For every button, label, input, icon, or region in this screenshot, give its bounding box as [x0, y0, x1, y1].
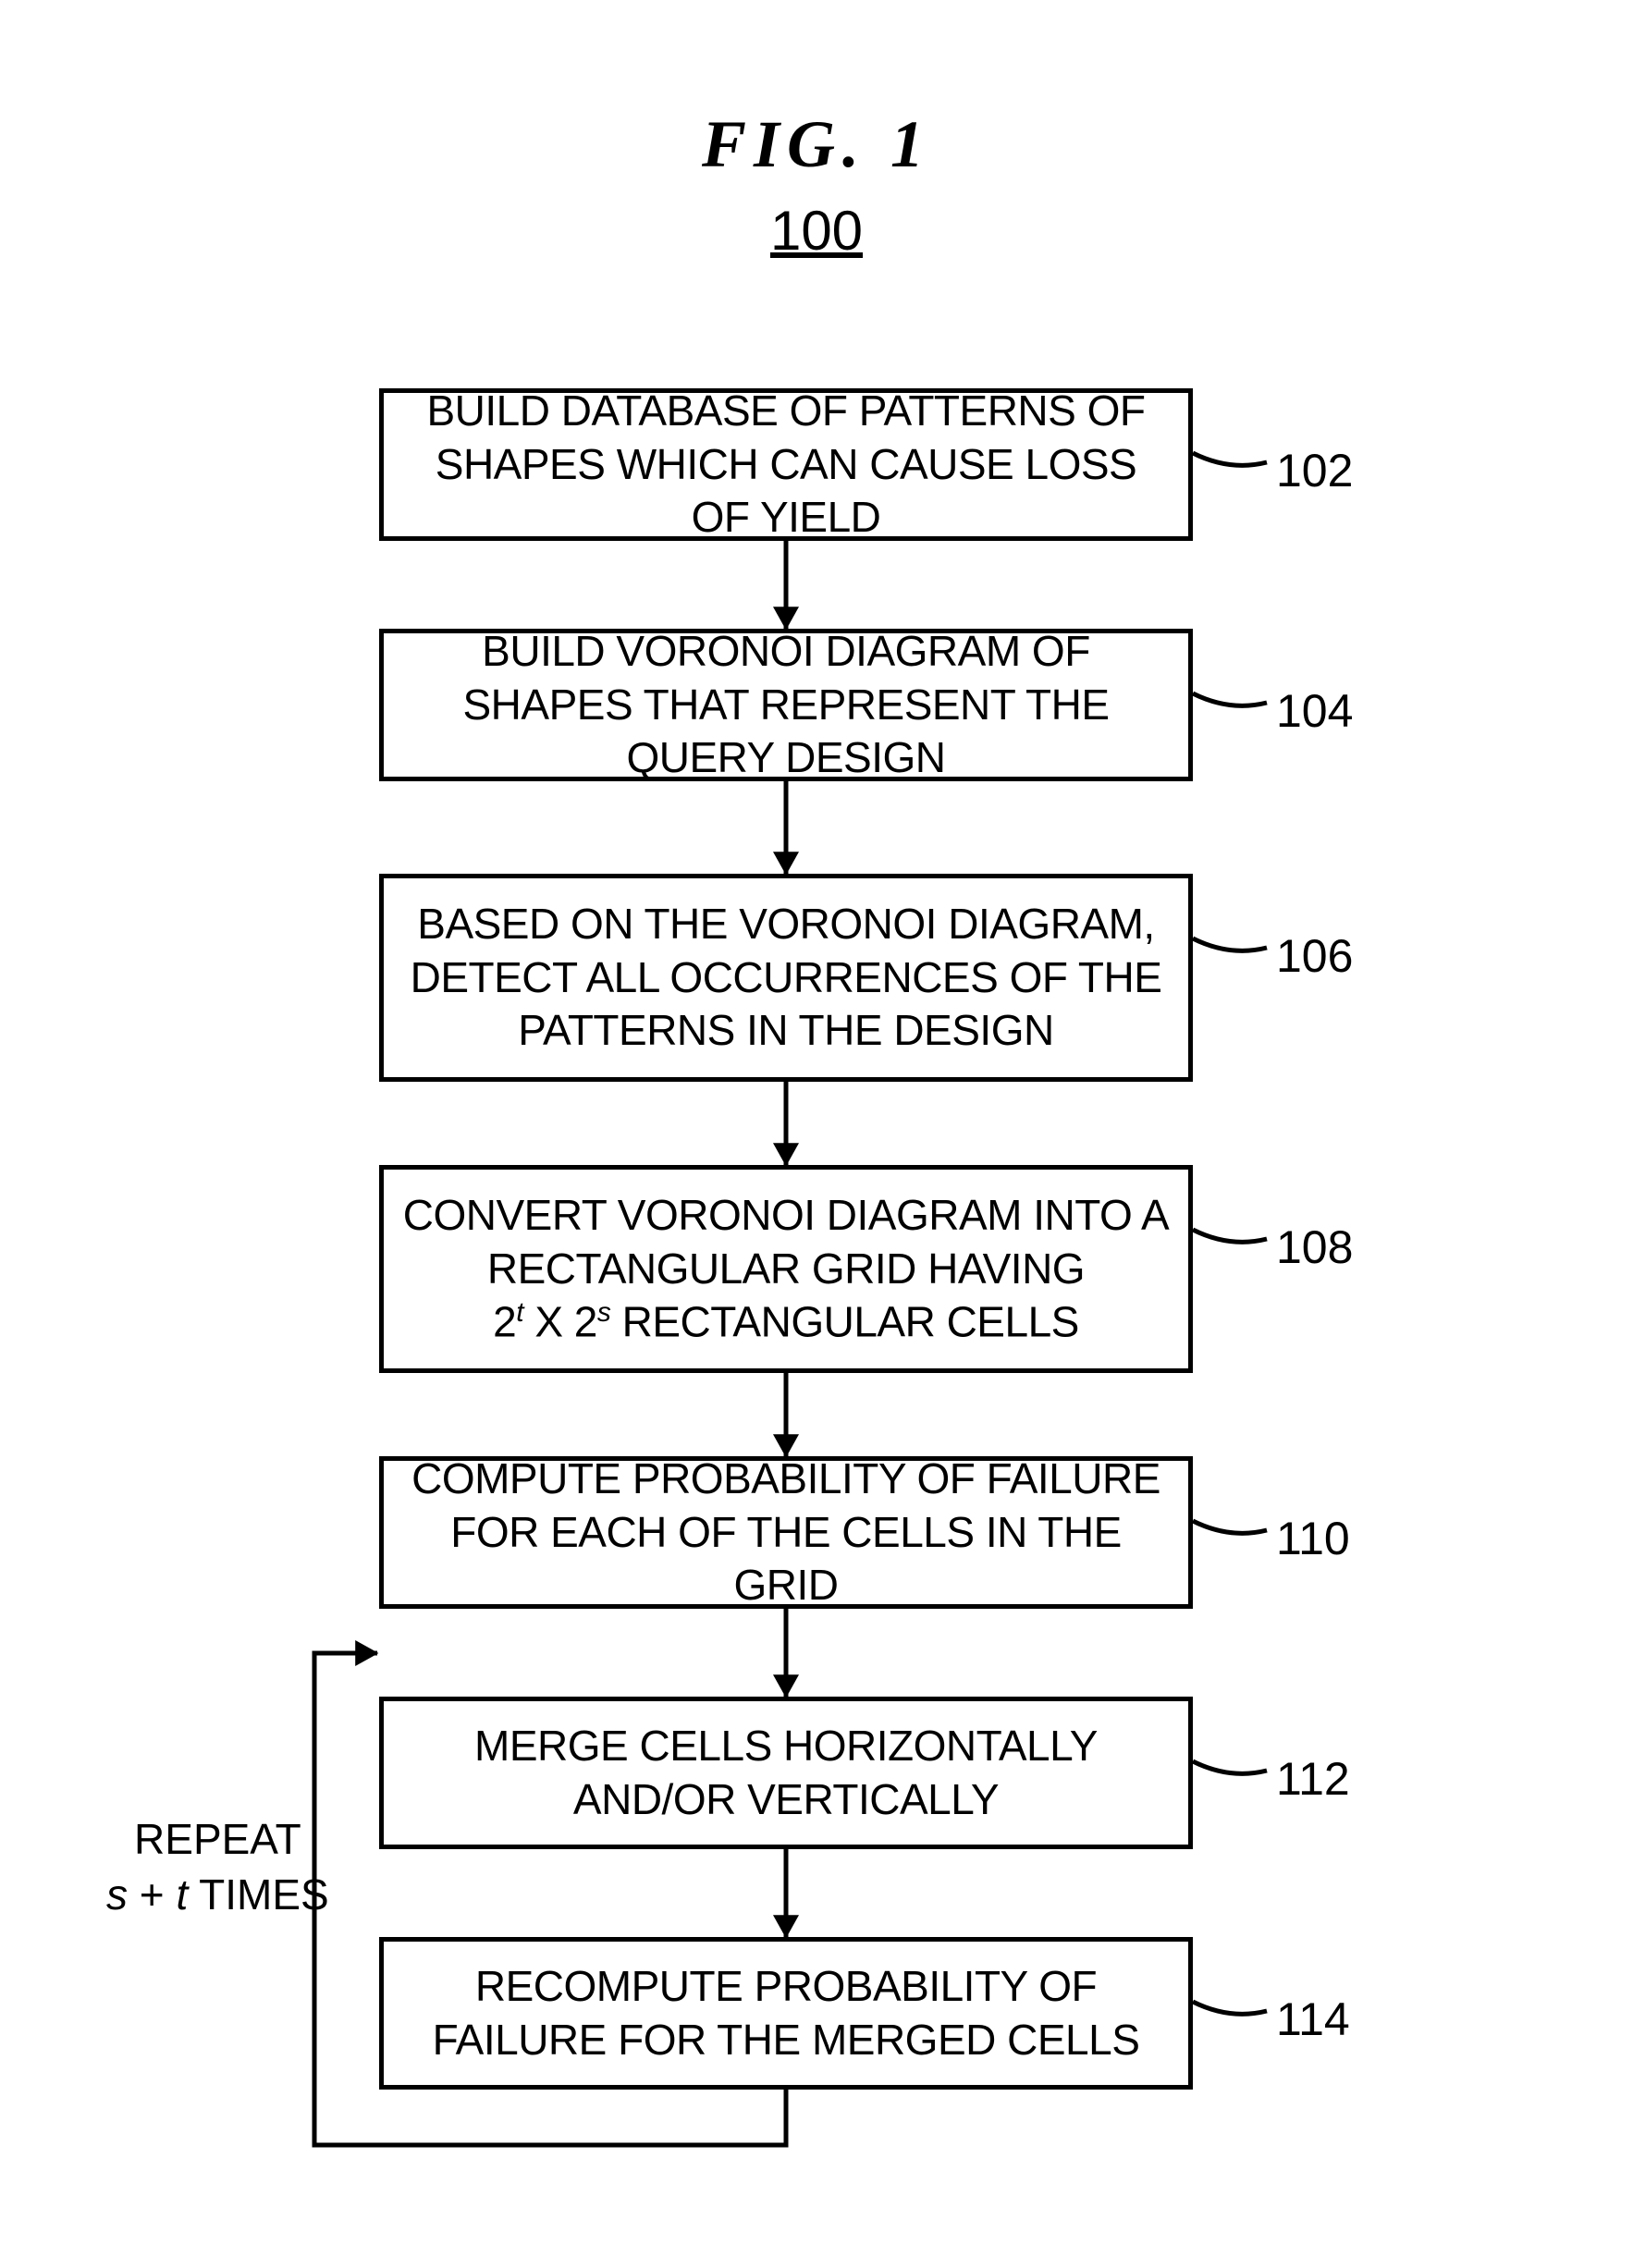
flowchart-node-114: RECOMPUTE PROBABILITY OF FAILURE FOR THE… — [379, 1937, 1193, 2090]
flowchart-node-104: BUILD VORONOI DIAGRAM OF SHAPES THAT REP… — [379, 629, 1193, 781]
figure-container: FIG. 1 100 BUILD DATABASE OF PATTERNS OF… — [0, 0, 1633, 2268]
node-label-112: 112 — [1276, 1752, 1350, 1806]
figure-number: 100 — [770, 199, 863, 263]
node-label-102: 102 — [1276, 444, 1353, 497]
node-label-104: 104 — [1276, 684, 1353, 738]
figure-title: FIG. 1 — [702, 106, 931, 183]
node-label-114: 114 — [1276, 1992, 1350, 2046]
flowchart-node-108: CONVERT VORONOI DIAGRAM INTO A RECTANGUL… — [379, 1165, 1193, 1373]
flowchart-node-102: BUILD DATABASE OF PATTERNS OF SHAPES WHI… — [379, 388, 1193, 541]
flowchart-node-110: COMPUTE PROBABILITY OF FAILURE FOR EACH … — [379, 1456, 1193, 1609]
flowchart-node-112: MERGE CELLS HORIZONTALLY AND/OR VERTICAL… — [379, 1697, 1193, 1849]
node-label-110: 110 — [1276, 1512, 1350, 1565]
node-label-108: 108 — [1276, 1220, 1353, 1274]
flowchart-node-106: BASED ON THE VORONOI DIAGRAM, DETECT ALL… — [379, 874, 1193, 1082]
node-label-106: 106 — [1276, 929, 1353, 983]
repeat-label: REPEATs + t TIMES — [106, 1812, 329, 1923]
connector-svg — [0, 0, 1633, 2268]
